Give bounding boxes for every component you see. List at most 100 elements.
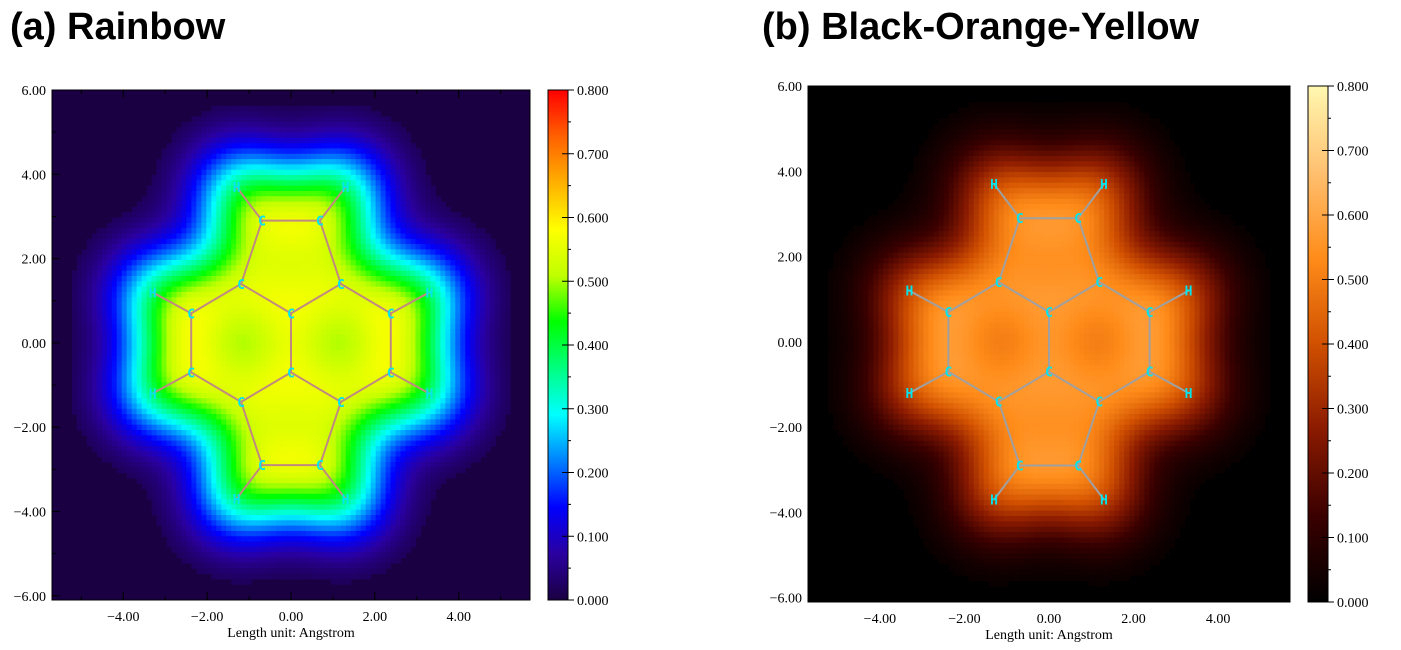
heatmap-cell xyxy=(111,376,118,383)
heatmap-cell xyxy=(171,382,178,389)
heatmap-cell xyxy=(236,111,242,118)
heatmap-cell xyxy=(211,238,217,245)
heatmap-cell xyxy=(380,201,387,208)
heatmap-cell xyxy=(226,137,232,144)
heatmap-cell xyxy=(385,244,392,250)
heatmap-cell xyxy=(191,546,197,553)
heatmap-cell xyxy=(186,461,193,468)
heatmap-cell xyxy=(241,573,247,580)
heatmap-cell xyxy=(191,238,197,245)
heatmap-cell xyxy=(96,392,103,399)
heatmap-cell xyxy=(236,297,242,304)
heatmap-cell xyxy=(211,419,217,426)
heatmap-cell xyxy=(276,121,282,128)
heatmap-cell xyxy=(111,228,118,235)
heatmap-cell xyxy=(291,169,297,176)
heatmap-cell xyxy=(256,281,262,288)
heatmap-cell xyxy=(261,345,267,351)
heatmap-cell xyxy=(395,228,402,235)
heatmap-cell xyxy=(181,132,188,139)
heatmap-cell xyxy=(256,424,262,431)
heatmap-cell xyxy=(101,419,108,426)
heatmap-cell xyxy=(261,254,267,261)
heatmap-cell xyxy=(305,546,312,553)
heatmap-cell xyxy=(300,525,307,532)
heatmap-cell xyxy=(121,387,128,394)
heatmap-cell xyxy=(315,228,322,235)
heatmap-cell xyxy=(91,233,98,240)
heatmap-cell xyxy=(181,190,188,197)
heatmap-cell xyxy=(81,275,88,282)
heatmap-cell xyxy=(360,286,367,293)
heatmap-cell xyxy=(166,318,173,325)
heatmap-cell xyxy=(196,398,202,405)
heatmap-cell xyxy=(106,350,113,357)
heatmap-cell xyxy=(295,568,302,575)
heatmap-cell xyxy=(330,573,337,580)
heatmap-cell xyxy=(320,445,327,452)
heatmap-cell xyxy=(350,435,357,442)
heatmap-cell xyxy=(256,132,262,139)
heatmap-cell xyxy=(151,414,158,420)
heatmap-cell xyxy=(111,281,118,288)
heatmap-cell xyxy=(236,552,242,559)
heatmap-cell xyxy=(171,196,178,203)
heatmap-cell xyxy=(276,153,282,160)
heatmap-cell xyxy=(156,334,163,341)
heatmap-cell xyxy=(350,318,357,325)
heatmap-cell xyxy=(335,345,342,351)
heatmap-cell xyxy=(96,323,103,330)
heatmap-cell xyxy=(370,387,377,394)
heatmap-cell xyxy=(340,573,347,580)
heatmap-cell xyxy=(171,515,178,521)
heatmap-cell xyxy=(310,286,317,293)
heatmap-cell xyxy=(246,472,252,479)
heatmap-cell xyxy=(350,499,357,505)
heatmap-cell xyxy=(186,307,193,314)
heatmap-cell xyxy=(315,477,322,484)
heatmap-cell xyxy=(226,313,232,320)
heatmap-cell xyxy=(380,217,387,224)
heatmap-cell xyxy=(251,270,257,277)
heatmap-cell xyxy=(370,143,377,150)
heatmap-cell xyxy=(295,499,302,505)
heatmap-cell xyxy=(350,546,357,553)
heatmap-cell xyxy=(126,430,133,436)
heatmap-cell xyxy=(380,435,387,442)
heatmap-cell xyxy=(251,281,257,288)
heatmap-cell xyxy=(360,238,367,245)
heatmap-cell xyxy=(345,430,352,436)
heatmap-cell xyxy=(370,180,377,187)
heatmap-cell xyxy=(101,238,108,245)
heatmap-cell xyxy=(345,228,352,235)
heatmap-cell xyxy=(261,530,267,537)
heatmap-cell xyxy=(310,387,317,394)
heatmap-cell xyxy=(325,169,332,176)
heatmap-cell xyxy=(111,297,118,304)
heatmap-cell xyxy=(191,525,197,532)
heatmap-cell xyxy=(196,212,202,219)
heatmap-cell xyxy=(146,493,153,500)
heatmap-cell xyxy=(156,398,163,405)
heatmap-cell xyxy=(216,451,222,458)
heatmap-cell xyxy=(121,238,128,245)
heatmap-cell xyxy=(325,536,332,543)
heatmap-cell xyxy=(151,206,158,213)
heatmap-cell xyxy=(86,387,93,394)
heatmap-cell xyxy=(350,339,357,346)
heatmap-cell xyxy=(345,153,352,160)
heatmap-cell xyxy=(281,552,287,559)
heatmap-cell xyxy=(246,366,252,373)
heatmap-cell xyxy=(276,557,282,564)
heatmap-cell xyxy=(375,557,382,564)
heatmap-cell xyxy=(325,318,332,325)
heatmap-cell xyxy=(166,212,173,219)
heatmap-cell xyxy=(276,520,282,527)
heatmap-cell xyxy=(271,424,277,431)
heatmap-cell xyxy=(340,445,347,452)
heatmap-cell xyxy=(271,318,277,325)
heatmap-cell xyxy=(266,536,272,543)
heatmap-cell xyxy=(256,233,262,240)
heatmap-cell xyxy=(355,212,362,219)
heatmap-cell xyxy=(221,159,227,165)
